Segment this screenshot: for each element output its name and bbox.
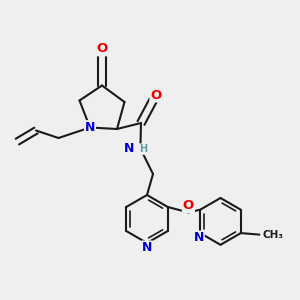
Text: N: N	[142, 241, 152, 254]
Text: N: N	[124, 142, 134, 155]
Text: O: O	[183, 199, 194, 212]
Text: CH₃: CH₃	[262, 230, 284, 240]
Text: N: N	[194, 231, 204, 244]
Text: O: O	[96, 42, 108, 56]
Text: N: N	[85, 121, 95, 134]
Text: H: H	[139, 144, 147, 154]
Text: O: O	[150, 88, 162, 102]
